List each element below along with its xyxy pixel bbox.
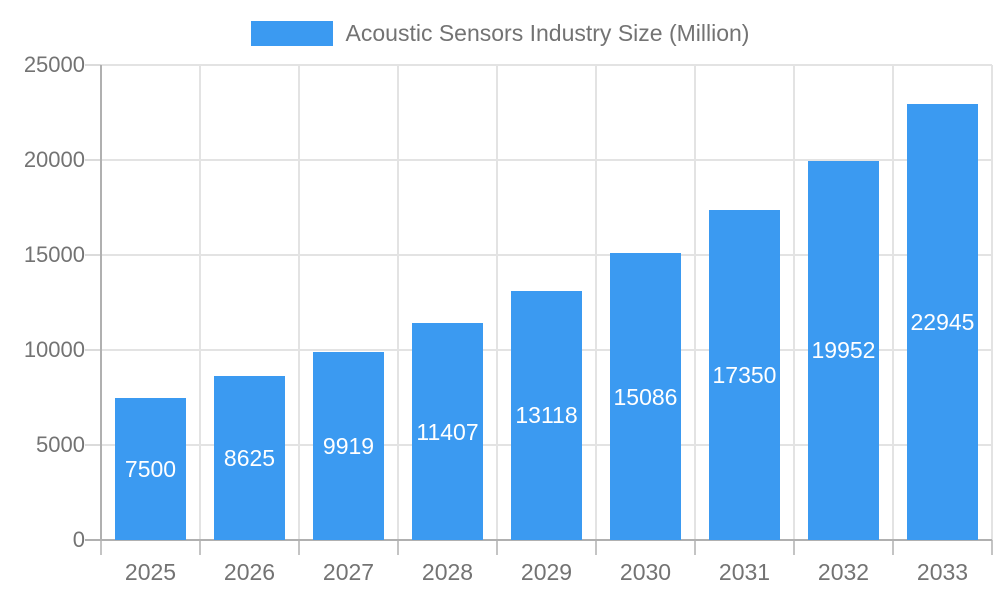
y-tick-mark bbox=[85, 254, 101, 256]
gridline-v bbox=[694, 65, 696, 540]
bar bbox=[313, 351, 384, 540]
bar bbox=[907, 104, 978, 540]
y-tick-label: 25000 bbox=[23, 52, 85, 77]
x-tick-label: 2032 bbox=[817, 559, 870, 585]
gridline-h bbox=[101, 254, 992, 256]
y-tick-mark bbox=[85, 64, 101, 66]
x-tick-mark bbox=[991, 540, 993, 555]
x-tick-mark bbox=[496, 540, 498, 555]
bar-value-label: 19952 bbox=[811, 337, 876, 364]
x-tick-label: 2028 bbox=[421, 559, 474, 585]
bar-value-label: 11407 bbox=[416, 418, 479, 445]
y-tick-label: 10000 bbox=[23, 337, 85, 362]
y-tick-mark bbox=[85, 349, 101, 351]
x-tick-mark bbox=[397, 540, 399, 555]
y-tick-mark bbox=[85, 444, 101, 446]
bar-value-label: 7500 bbox=[124, 455, 177, 482]
x-tick-label: 2026 bbox=[223, 559, 276, 585]
gridline-h bbox=[101, 64, 992, 66]
bar-value-label: 13118 bbox=[515, 402, 578, 429]
x-tick-mark bbox=[892, 540, 894, 555]
x-tick-label: 2031 bbox=[718, 559, 771, 585]
x-tick-label: 2025 bbox=[124, 559, 177, 585]
bar-value-label: 9919 bbox=[322, 432, 375, 459]
x-axis-line bbox=[85, 539, 992, 541]
x-tick-mark bbox=[793, 540, 795, 555]
gridline-v bbox=[496, 65, 498, 540]
bar-value-label: 15086 bbox=[613, 383, 678, 410]
gridline-v bbox=[892, 65, 894, 540]
legend-label: Acoustic Sensors Industry Size (Million) bbox=[345, 20, 750, 46]
gridline-v bbox=[793, 65, 795, 540]
x-tick-label: 2030 bbox=[619, 559, 672, 585]
x-tick-label: 2029 bbox=[520, 559, 573, 585]
bar bbox=[511, 290, 582, 540]
gridline-v bbox=[199, 65, 201, 540]
gridline-v bbox=[298, 65, 300, 540]
x-tick-label: 2033 bbox=[916, 559, 969, 585]
bar bbox=[115, 397, 186, 540]
x-tick-mark bbox=[298, 540, 300, 555]
legend-swatch bbox=[250, 20, 333, 46]
gridline-h bbox=[101, 159, 992, 161]
x-tick-mark bbox=[694, 540, 696, 555]
y-tick-label: 15000 bbox=[23, 242, 85, 267]
y-axis-line bbox=[100, 65, 102, 540]
x-tick-mark bbox=[595, 540, 597, 555]
bar-value-label: 17350 bbox=[712, 362, 777, 389]
y-tick-label: 0 bbox=[72, 527, 85, 552]
bar bbox=[412, 323, 483, 540]
gridline-v bbox=[991, 65, 993, 540]
bar bbox=[610, 253, 681, 540]
y-tick-label: 20000 bbox=[23, 147, 85, 172]
bar-value-label: 8625 bbox=[223, 445, 276, 472]
bar bbox=[214, 376, 285, 540]
bar bbox=[808, 160, 879, 540]
gridline-v bbox=[595, 65, 597, 540]
gridline-v bbox=[397, 65, 399, 540]
x-tick-label: 2027 bbox=[322, 559, 375, 585]
bar-value-label: 22945 bbox=[910, 309, 975, 336]
legend: Acoustic Sensors Industry Size (Million) bbox=[0, 20, 1000, 46]
y-tick-label: 5000 bbox=[36, 432, 85, 457]
bar bbox=[709, 210, 780, 540]
y-tick-mark bbox=[85, 159, 101, 161]
x-tick-mark bbox=[199, 540, 201, 555]
x-tick-mark bbox=[100, 540, 102, 555]
